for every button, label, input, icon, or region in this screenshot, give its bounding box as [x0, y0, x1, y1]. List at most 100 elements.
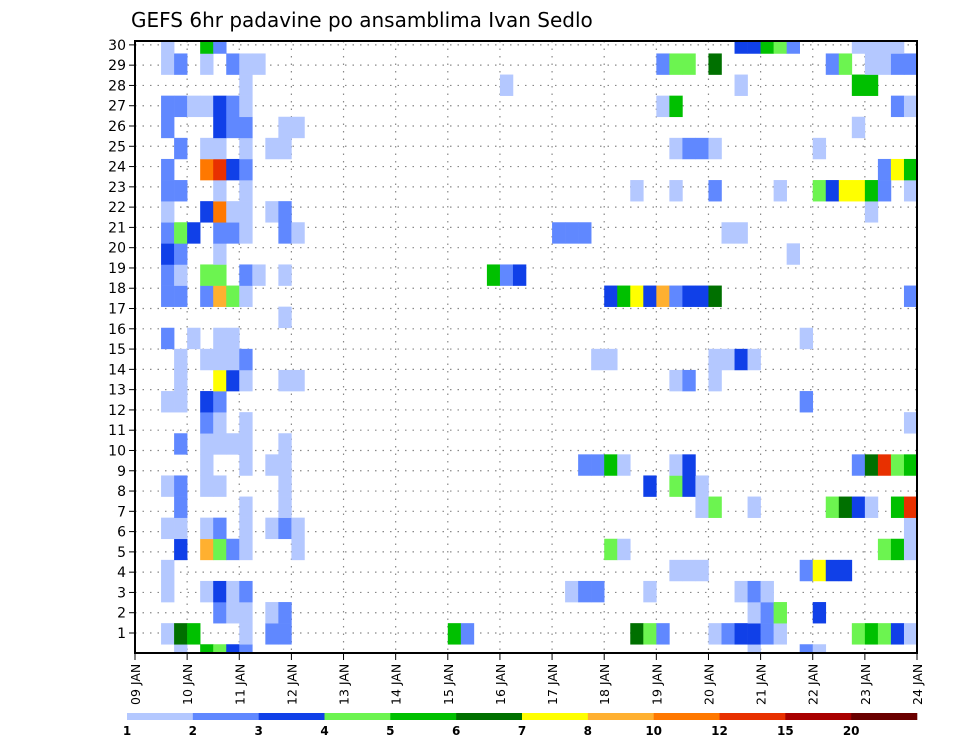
y-tick-label: 22 — [108, 200, 126, 216]
heatmap-cell — [760, 41, 774, 54]
heatmap-cell — [161, 243, 175, 265]
x-tick-label: 21 JAN — [754, 664, 769, 705]
heatmap-cell — [838, 53, 853, 75]
heatmap-cell — [161, 517, 175, 540]
heatmap-cell — [734, 222, 748, 244]
heatmap-cell — [213, 116, 227, 139]
heatmap-cell — [174, 517, 188, 540]
heatmap-cell — [226, 369, 240, 392]
heatmap-cell — [617, 285, 631, 307]
heatmap-cell — [565, 222, 579, 244]
colorbar-label: 5 — [386, 724, 394, 738]
heatmap-cell — [239, 538, 253, 561]
heatmap-cell — [213, 264, 227, 286]
y-tick-label: 7 — [117, 504, 126, 520]
heatmap-cell — [265, 201, 279, 223]
heatmap-cell — [278, 201, 292, 223]
heatmap-cell — [890, 95, 905, 118]
heatmap-cell — [643, 623, 657, 645]
heatmap-cell — [213, 412, 227, 434]
heatmap-cell — [239, 580, 253, 603]
y-tick-label: 14 — [108, 362, 126, 378]
heatmap-cell — [864, 454, 879, 476]
y-tick-label: 13 — [108, 383, 126, 399]
heatmap-cell — [174, 644, 188, 653]
x-tick-label: 14 JAN — [389, 664, 404, 705]
colorbar-label: 3 — [254, 724, 262, 738]
colorbar-legend: 1 2 3 4 5 6 7 8 10 12 15 20 — [123, 713, 918, 738]
y-tick-label: 8 — [117, 484, 126, 500]
heatmap-cell — [656, 285, 670, 307]
heatmap-cell — [213, 95, 227, 118]
x-tick-label: 20 JAN — [701, 664, 716, 705]
heatmap-cell — [226, 285, 240, 307]
heatmap-cell — [174, 538, 188, 561]
heatmap-cell — [278, 264, 292, 286]
chart-title: GEFS 6hr padavine po ansamblima Ivan Sed… — [131, 8, 593, 32]
heatmap-cell — [786, 41, 800, 54]
x-tick-label: 13 JAN — [337, 664, 352, 705]
heatmap-cell — [773, 41, 787, 54]
y-tick-label: 17 — [108, 302, 126, 318]
y-tick-label: 26 — [108, 119, 126, 135]
x-tick-label: 12 JAN — [284, 664, 299, 705]
colorbar-swatch — [719, 713, 786, 720]
heatmap-cell — [239, 95, 253, 118]
heatmap-cell — [695, 285, 709, 307]
heatmap-cell — [174, 137, 188, 160]
heatmap-cell — [773, 602, 787, 624]
heatmap-cell — [669, 559, 683, 582]
heatmap-cell — [291, 222, 305, 244]
heatmap-cell — [200, 41, 214, 54]
heatmap-cell — [174, 243, 188, 265]
heatmap-cell — [174, 348, 188, 371]
heatmap-cell — [226, 201, 240, 223]
heatmap-cell — [695, 475, 709, 497]
heatmap-cell — [890, 53, 905, 75]
colorbar-swatch — [390, 713, 457, 720]
heatmap-cell — [864, 74, 879, 96]
heatmap-cell — [200, 454, 214, 476]
heatmap-cell — [265, 454, 279, 476]
y-tick-label: 10 — [108, 443, 126, 459]
heatmap-cell — [890, 158, 905, 181]
y-tick-label: 21 — [108, 220, 126, 236]
x-tick-label: 15 JAN — [441, 664, 456, 705]
heatmap-cell — [877, 623, 892, 645]
heatmap-cell — [864, 201, 879, 223]
y-tick-label: 11 — [108, 423, 126, 439]
heatmap-cell — [213, 222, 227, 244]
heatmap-cell — [278, 433, 292, 455]
heatmap-cell — [825, 53, 840, 75]
heatmap-cell — [200, 158, 214, 181]
heatmap-cell — [773, 623, 787, 645]
colorbar-label: 1 — [123, 724, 131, 738]
heatmap-cell — [695, 137, 709, 160]
x-tick-label: 10 JAN — [180, 664, 195, 705]
heatmap-cell — [239, 285, 253, 307]
heatmap-cell — [669, 475, 683, 497]
heatmap-cell — [669, 53, 683, 75]
y-tick-label: 18 — [108, 281, 126, 297]
heatmap-cell — [265, 623, 279, 645]
colorbar-label: 20 — [843, 724, 860, 738]
heatmap-cell — [226, 602, 240, 624]
heatmap-cell — [200, 412, 214, 434]
heatmap-cell — [291, 517, 305, 540]
x-tick-label: 09 JAN — [128, 664, 143, 705]
heatmap-cell — [265, 602, 279, 624]
heatmap-cell — [604, 348, 618, 371]
heatmap-cell — [682, 137, 696, 160]
heatmap-cell — [200, 644, 214, 653]
heatmap-cell — [187, 95, 201, 118]
y-tick-label: 25 — [108, 139, 126, 155]
heatmap-cell — [552, 222, 566, 244]
heatmap-cell — [812, 602, 827, 624]
heatmap-cell — [604, 285, 618, 307]
heatmap-cell — [278, 369, 292, 392]
heatmap-cell — [213, 602, 227, 624]
x-axis: 09 JAN 10 JAN 11 JAN 12 JAN 13 JAN 14 JAN 15 J… — [128, 653, 925, 705]
heatmap-cell — [851, 623, 866, 645]
heatmap-cell — [226, 538, 240, 561]
heatmap-cell — [213, 180, 227, 202]
